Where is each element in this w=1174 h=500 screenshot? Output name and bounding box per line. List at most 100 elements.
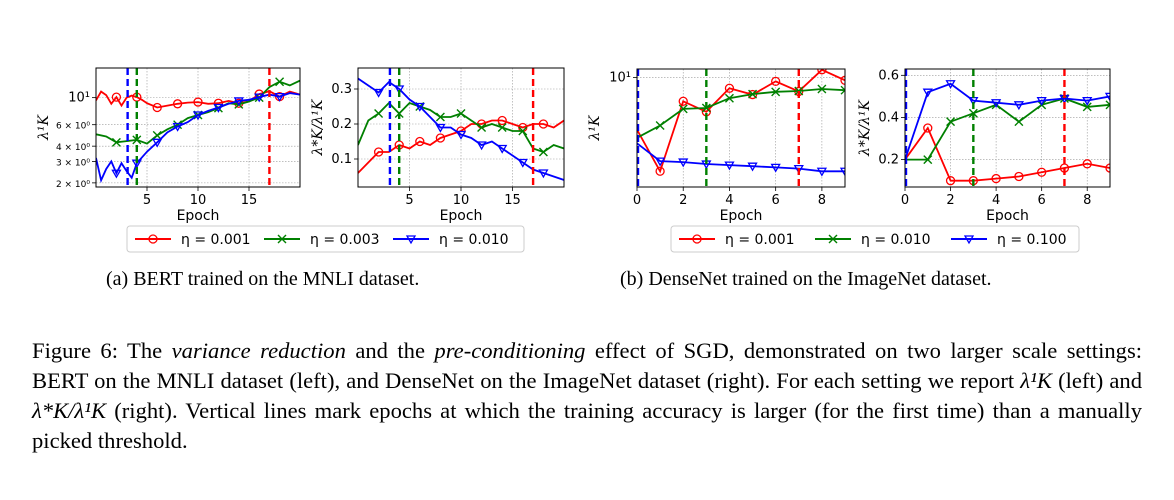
data-point-marker	[793, 164, 804, 174]
data-point-marker	[1014, 117, 1024, 127]
legend-item: η = 0.010	[393, 232, 509, 248]
data-point-marker	[374, 109, 384, 118]
legend-a: η = 0.001 η = 0.003 η = 0.010	[126, 225, 525, 253]
x-tick-label: 6	[772, 193, 780, 208]
caption-text-5: (right). Vertical lines mark epochs at w…	[32, 398, 1142, 453]
x-tick-label: 4	[725, 193, 733, 208]
series-line-2	[905, 97, 1110, 161]
data-point-marker	[538, 119, 549, 129]
data-point-marker	[111, 92, 122, 102]
data-point-marker	[497, 115, 507, 126]
data-point-marker	[923, 155, 933, 165]
y-tick-label: 0.4	[878, 110, 899, 125]
caption-text-2: and the	[345, 338, 435, 363]
legend-label: η = 0.010	[439, 232, 509, 248]
data-point-marker	[518, 126, 528, 136]
y-axis-label: λ*K/λ¹K	[857, 98, 873, 157]
data-point-marker	[748, 89, 758, 99]
data-point-marker	[945, 80, 956, 90]
data-point-marker	[538, 169, 549, 179]
x-tick-label: 15	[504, 193, 521, 208]
y-tick-label: 10¹	[609, 70, 631, 85]
data-point-marker	[1105, 163, 1110, 173]
data-point-marker	[747, 162, 758, 172]
data-point-marker	[816, 167, 828, 177]
x-tick-label: 0	[901, 193, 909, 208]
legend-item: η = 0.100	[951, 232, 1067, 248]
y-tick-label: 2 × 10⁰	[56, 180, 90, 190]
caption-text-4: (left) and	[1051, 368, 1142, 393]
x-axis-label: Epoch	[440, 208, 483, 224]
data-point-marker	[233, 97, 244, 107]
data-point-marker	[373, 147, 384, 157]
plot-area	[905, 69, 1110, 187]
subcaption-b: (b) DenseNet trained on the ImageNet dat…	[620, 268, 992, 290]
plot-area	[637, 69, 845, 187]
data-point-marker	[193, 97, 203, 107]
data-point-marker	[922, 88, 933, 98]
data-point-marker	[213, 103, 224, 113]
data-point-marker	[990, 99, 1002, 109]
panel-b1: 0 2 4 6 8 10¹ Epoch λ¹K	[587, 68, 846, 224]
data-point-marker	[655, 121, 665, 131]
data-point-marker	[274, 92, 285, 102]
legend-swatch-marker	[405, 235, 417, 245]
y-axis-label: λ¹K	[587, 114, 603, 141]
data-point-marker	[678, 96, 688, 106]
data-point-marker	[1037, 167, 1047, 177]
data-point-marker	[456, 109, 466, 118]
data-point-marker	[192, 111, 204, 121]
y-tick-label: 4 × 10⁰	[56, 143, 90, 153]
y-axis-label: λ*K/λ¹K	[310, 98, 326, 157]
axes-frame	[95, 67, 301, 188]
subcaption-a: (a) BERT trained on the MNLI dataset.	[106, 268, 420, 290]
data-point-marker	[414, 102, 425, 112]
data-point-marker	[1014, 171, 1024, 182]
x-tick-label: 10	[453, 193, 470, 208]
series-line-3	[358, 77, 564, 181]
data-point-marker	[655, 166, 665, 176]
legend-box	[126, 225, 525, 253]
x-axis-label: Epoch	[986, 208, 1029, 224]
legend-b: η = 0.001 η = 0.010 η = 0.100	[670, 225, 1080, 253]
data-point-marker	[678, 104, 688, 114]
data-point-marker	[771, 76, 781, 87]
data-point-marker	[794, 86, 804, 96]
caption-emphasis-1: variance reduction	[171, 338, 346, 363]
caption-text-3: effect of SGD, demonstrated on two large…	[32, 338, 1143, 393]
x-tick-label: 5	[405, 193, 413, 208]
data-point-marker	[111, 137, 121, 147]
series-line-1	[905, 126, 1110, 182]
axes-frame	[636, 68, 846, 188]
data-point-marker	[435, 112, 445, 122]
data-point-marker	[275, 77, 285, 87]
caption-text-1: The	[118, 338, 172, 363]
data-point-marker	[654, 157, 666, 167]
legend-label: η = 0.001	[181, 232, 251, 248]
data-point-marker	[724, 161, 735, 171]
legend-label: η = 0.010	[861, 232, 931, 248]
x-tick-label: 4	[992, 193, 1000, 208]
legend-swatch-marker	[148, 234, 158, 244]
x-tick-label: 8	[1083, 193, 1091, 208]
figure: 5 10 15 2 × 10⁰ 3 × 10⁰ 4 × 10⁰ 6 × 10⁰ 10¹ Epoc…	[36, 67, 1111, 253]
y-tick-label: 0.1	[331, 152, 352, 167]
data-point-marker	[840, 75, 845, 85]
legend-swatch-marker	[277, 234, 287, 244]
plot-area	[358, 68, 564, 187]
legend-item: η = 0.010	[815, 232, 931, 248]
axes-frame	[904, 68, 1111, 188]
legend-swatch-marker	[692, 234, 702, 244]
data-point-marker	[172, 99, 183, 109]
caption-label: Figure 6:	[32, 338, 119, 363]
y-tick-label: 6 × 10⁰	[56, 122, 90, 132]
figure-caption: Figure 6: The variance reduction and the…	[32, 336, 1142, 456]
data-point-marker	[991, 173, 1001, 184]
y-tick-label: 0.2	[878, 153, 899, 168]
data-point-marker	[1036, 96, 1047, 106]
data-point-marker	[1082, 96, 1093, 106]
series-line-3	[637, 142, 845, 173]
data-point-marker	[111, 169, 122, 179]
data-point-marker	[1104, 92, 1110, 102]
x-tick-label: 8	[818, 193, 826, 208]
